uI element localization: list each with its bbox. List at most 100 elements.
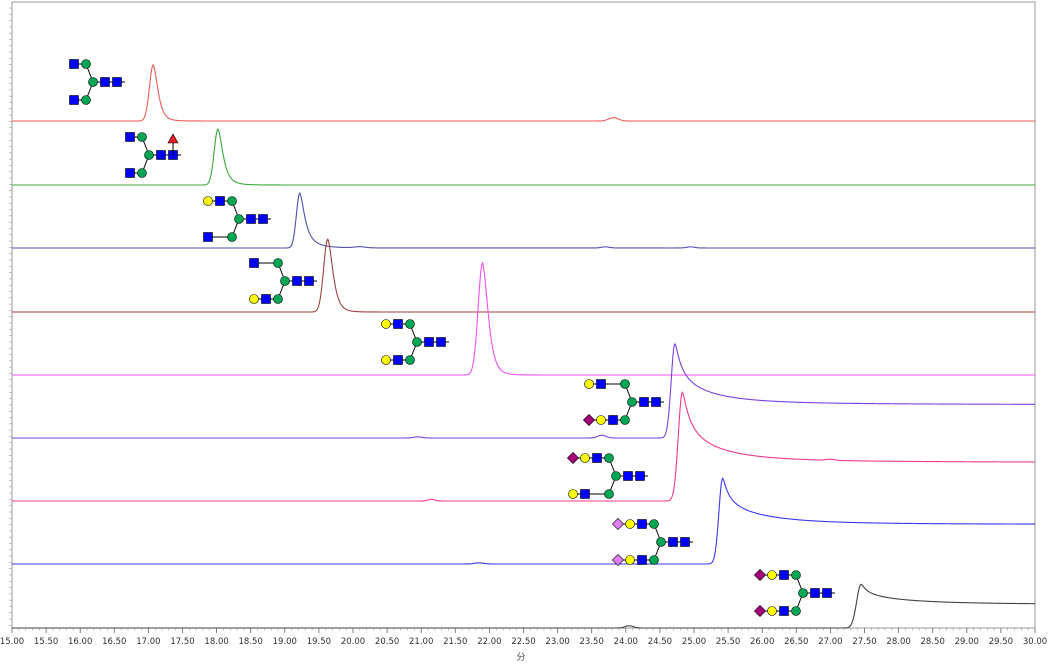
- trace-a2: [12, 583, 1035, 629]
- x-tick-label: 24.00: [614, 637, 638, 647]
- glcnac-square-icon: [592, 453, 602, 463]
- mannose-circle-icon: [81, 95, 91, 105]
- galactose-circle-icon: [568, 489, 578, 499]
- mannose-circle-icon: [405, 355, 415, 365]
- fucose-triangle-icon: [167, 133, 179, 144]
- x-tick-label: 15.50: [34, 637, 58, 647]
- glycan-a2: [753, 568, 835, 618]
- mannose-circle-icon: [620, 379, 630, 389]
- galactose-circle-icon: [767, 606, 777, 616]
- mannose-circle-icon: [273, 258, 283, 268]
- x-tick-label: 25.00: [682, 637, 706, 647]
- x-tick-label: 23.00: [545, 637, 569, 647]
- mannose-circle-icon: [137, 132, 147, 142]
- x-tick-label: 19.50: [307, 637, 331, 647]
- galactose-circle-icon: [584, 379, 594, 389]
- plot-frame: [9, 1, 1036, 629]
- neu5ac-diamond-icon: [582, 413, 596, 427]
- glcnac-square-icon: [424, 337, 434, 347]
- glcnac-square-icon: [635, 471, 645, 481]
- glcnac-square-icon: [639, 397, 649, 407]
- mannose-circle-icon: [791, 606, 801, 616]
- glcnac-square-icon: [125, 168, 135, 178]
- x-tick-label: 29.00: [955, 637, 979, 647]
- plot-border: [11, 1, 1036, 629]
- glcnac-square-icon: [668, 537, 678, 547]
- glcnac-square-icon: [258, 214, 268, 224]
- x-tick-label: 29.50: [989, 637, 1013, 647]
- neu5ac-diamond-icon: [753, 604, 767, 618]
- glcnac-square-icon: [651, 397, 661, 407]
- glcnac-square-icon: [156, 150, 166, 160]
- x-tick-label: 16.00: [68, 637, 92, 647]
- mannose-circle-icon: [611, 471, 621, 481]
- glcnac-square-icon: [393, 319, 403, 329]
- x-tick-label: 22.50: [511, 637, 535, 647]
- glycan-g0f: [125, 132, 181, 178]
- trace-a1-gc: [12, 477, 1035, 565]
- x-tick-label: 21.00: [409, 637, 433, 647]
- mannose-circle-icon: [649, 519, 659, 529]
- neu5ac-diamond-icon: [566, 451, 580, 465]
- x-tick-label: 27.50: [852, 637, 876, 647]
- x-tick-label: 27.00: [818, 637, 842, 647]
- x-axis-label: 分: [516, 652, 525, 661]
- glycan-g0: [69, 59, 125, 105]
- glcnac-square-icon: [261, 294, 271, 304]
- mannose-circle-icon: [656, 537, 666, 547]
- glycan-a1a: [582, 379, 664, 427]
- mannose-circle-icon: [798, 588, 808, 598]
- glycan-annotations: [69, 59, 835, 618]
- glcnac-square-icon: [203, 232, 213, 242]
- x-tick-label: 18.00: [204, 637, 228, 647]
- x-tick-label: 23.50: [580, 637, 604, 647]
- mannose-circle-icon: [227, 232, 237, 242]
- galactose-circle-icon: [381, 355, 391, 365]
- mannose-circle-icon: [620, 415, 630, 425]
- trace-g2: [12, 261, 1035, 376]
- x-axis: 15.00 15.50 16.00 16.50 17.00 17.50 18.00 18.50…: [0, 628, 1047, 647]
- x-tick-label: 28.00: [886, 637, 910, 647]
- glcnac-square-icon: [246, 214, 256, 224]
- x-tick-label: 18.50: [239, 637, 263, 647]
- mannose-circle-icon: [137, 168, 147, 178]
- mannose-circle-icon: [405, 319, 415, 329]
- mannose-circle-icon: [604, 453, 614, 463]
- mannose-circle-icon: [234, 214, 244, 224]
- mannose-circle-icon: [273, 294, 283, 304]
- mannose-circle-icon: [791, 570, 801, 580]
- x-tick-label: 15.00: [0, 637, 24, 647]
- trace-g1-a: [12, 192, 1035, 249]
- glcnac-square-icon: [596, 379, 606, 389]
- mannose-circle-icon: [227, 196, 237, 206]
- glcnac-square-icon: [637, 555, 647, 565]
- glcnac-square-icon: [69, 59, 79, 69]
- galactose-circle-icon: [625, 555, 635, 565]
- x-tick-label: 30.00: [1023, 637, 1047, 647]
- glcnac-square-icon: [779, 570, 789, 580]
- galactose-circle-icon: [580, 453, 590, 463]
- galactose-circle-icon: [596, 415, 606, 425]
- mannose-circle-icon: [604, 489, 614, 499]
- glycan-a1gc: [611, 517, 693, 567]
- trace-g0: [12, 63, 1035, 122]
- glycan-g2: [381, 319, 449, 365]
- galactose-circle-icon: [203, 196, 213, 206]
- x-tick-label: 25.50: [716, 637, 740, 647]
- galactose-circle-icon: [767, 570, 777, 580]
- x-tick-label: 28.50: [921, 637, 945, 647]
- glcnac-square-icon: [112, 77, 122, 87]
- neu5gc-diamond-icon: [611, 553, 625, 567]
- x-tick-label: 21.50: [443, 637, 467, 647]
- x-tick-label: 22.00: [477, 637, 501, 647]
- x-tick-label: 20.50: [375, 637, 399, 647]
- mannose-circle-icon: [280, 276, 290, 286]
- glcnac-square-icon: [779, 606, 789, 616]
- glcnac-square-icon: [215, 196, 225, 206]
- glcnac-square-icon: [292, 276, 302, 286]
- x-tick-label: 26.50: [784, 637, 808, 647]
- glycan-a1b: [566, 451, 648, 499]
- trace-a1-b: [12, 391, 1035, 502]
